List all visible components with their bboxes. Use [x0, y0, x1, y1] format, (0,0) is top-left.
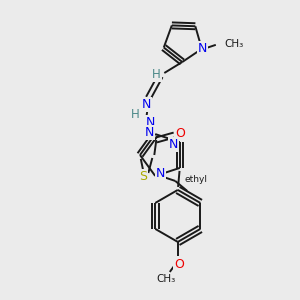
Text: N: N	[145, 126, 154, 139]
Text: N: N	[142, 98, 151, 112]
Text: N: N	[146, 116, 155, 130]
Text: O: O	[174, 258, 184, 272]
Text: N: N	[198, 42, 208, 55]
Text: ethyl: ethyl	[184, 176, 207, 184]
Text: O: O	[176, 128, 185, 140]
Text: N: N	[155, 167, 165, 180]
Text: S: S	[139, 170, 147, 184]
Text: CH₃: CH₃	[225, 39, 244, 49]
Text: H: H	[152, 68, 161, 82]
Text: H: H	[131, 109, 140, 122]
Text: CH₃: CH₃	[156, 274, 176, 284]
Text: N: N	[169, 138, 178, 151]
